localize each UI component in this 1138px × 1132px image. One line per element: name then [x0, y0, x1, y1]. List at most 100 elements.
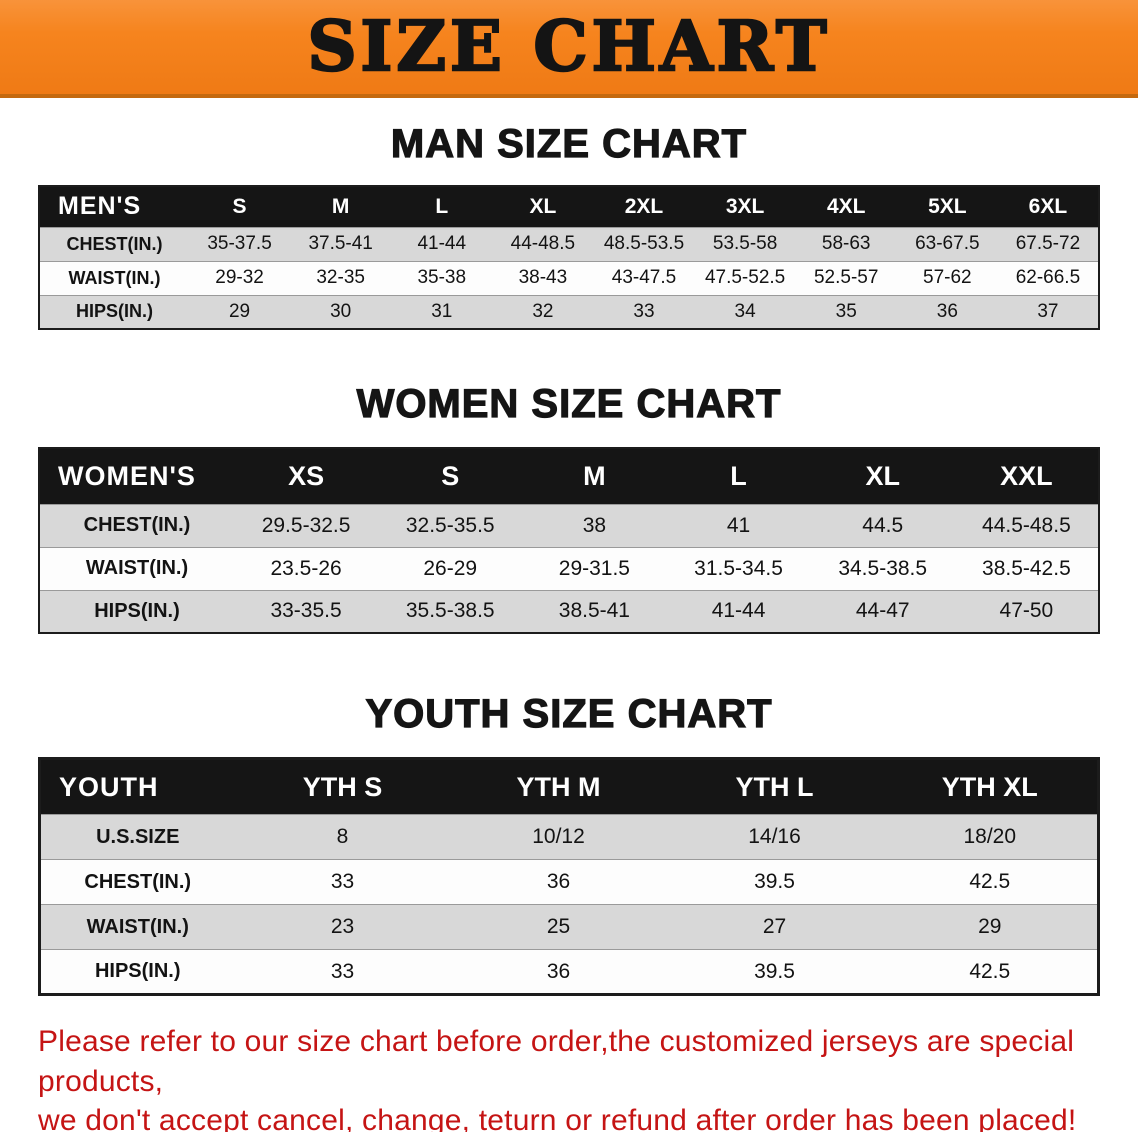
size-column-header: M [290, 186, 392, 227]
measurement-value: 39.5 [666, 859, 883, 905]
youth-table-header-row: YOUTH YTH S YTH M YTH L YTH XL [39, 758, 1099, 815]
measurement-value: 10/12 [450, 814, 667, 860]
measurement-value: 37 [997, 294, 1099, 329]
measurement-row: WAIST(IN.) 29-32 32-35 35-38 38-43 43-47.5 47.… [39, 260, 1099, 295]
measurement-value: 44-48.5 [492, 226, 594, 261]
size-column-header: S [378, 448, 523, 504]
measurement-value: 32 [492, 294, 594, 329]
measurement-value: 41-44 [666, 589, 811, 633]
measurement-label: HIPS(IN.) [39, 589, 234, 633]
measurement-value: 53.5-58 [694, 226, 796, 261]
measurement-value: 35.5-38.5 [378, 589, 523, 633]
youth-size-table: YOUTH YTH S YTH M YTH L YTH XL U.S.SIZE 8 10/1… [38, 757, 1100, 996]
measurement-value: 38.5-42.5 [954, 546, 1099, 590]
measurement-label: WAIST(IN.) [39, 546, 234, 590]
measurement-value: 31 [391, 294, 493, 329]
size-column-header: 2XL [593, 186, 695, 227]
size-column-header: L [391, 186, 493, 227]
measurement-value: 35 [795, 294, 897, 329]
size-column-header: M [522, 448, 667, 504]
measurement-value: 33-35.5 [234, 589, 379, 633]
measurement-value: 67.5-72 [997, 226, 1099, 261]
disclaimer-text: Please refer to our size chart before or… [38, 1022, 1100, 1132]
measurement-row: HIPS(IN.) 33-35.5 35.5-38.5 38.5-41 41-44 44-… [39, 589, 1099, 633]
measurement-value: 26-29 [378, 546, 523, 590]
measurement-value: 36 [896, 294, 998, 329]
measurement-value: 8 [234, 814, 451, 860]
measurement-value: 42.5 [882, 859, 1099, 905]
table-title: MEN'S [39, 186, 189, 227]
measurement-value: 41 [666, 503, 811, 547]
measurement-value: 39.5 [666, 949, 883, 995]
measurement-value: 25 [450, 904, 667, 950]
size-column-header: YTH XL [882, 758, 1099, 815]
measurement-value: 33 [234, 949, 451, 995]
measurement-value: 29 [882, 904, 1099, 950]
table-title: WOMEN'S [39, 448, 234, 504]
measurement-value: 44.5 [810, 503, 955, 547]
women-table-header-row: WOMEN'S XS S M L XL XXL [39, 448, 1099, 504]
measurement-value: 48.5-53.5 [593, 226, 695, 261]
measurement-value: 34 [694, 294, 796, 329]
measurement-value: 58-63 [795, 226, 897, 261]
measurement-value: 62-66.5 [997, 260, 1099, 295]
measurement-label: HIPS(IN.) [39, 294, 189, 329]
measurement-row: HIPS(IN.) 29 30 31 32 33 34 35 36 37 [39, 294, 1099, 329]
size-column-header: YTH M [450, 758, 667, 815]
measurement-value: 42.5 [882, 949, 1099, 995]
measurement-value: 32.5-35.5 [378, 503, 523, 547]
measurement-value: 29.5-32.5 [234, 503, 379, 547]
men-section-heading: MAN SIZE CHART [390, 121, 748, 166]
measurement-row: CHEST(IN.) 35-37.5 37.5-41 41-44 44-48.5 48.5… [39, 226, 1099, 261]
men-size-table: MEN'S S M L XL 2XL 3XL 4XL 5XL 6XL CHEST(IN.) 35-3… [38, 185, 1100, 330]
size-chart-banner: SIZE CHART [0, 0, 1138, 98]
size-column-header: 4XL [795, 186, 897, 227]
measurement-value: 18/20 [882, 814, 1099, 860]
disclaimer-line1: Please refer to our size chart before or… [38, 1025, 1075, 1098]
measurement-value: 33 [234, 859, 451, 905]
table-title: YOUTH [39, 758, 235, 815]
measurement-row: CHEST(IN.) 29.5-32.5 32.5-35.5 38 41 44.5 44.5… [39, 503, 1099, 547]
measurement-row: CHEST(IN.) 33 36 39.5 42.5 [39, 859, 1099, 905]
measurement-value: 30 [290, 294, 392, 329]
measurement-label: CHEST(IN.) [39, 503, 234, 547]
measurement-value: 38 [522, 503, 667, 547]
measurement-label: WAIST(IN.) [39, 260, 189, 295]
measurement-value: 47-50 [954, 589, 1099, 633]
measurement-label: WAIST(IN.) [39, 904, 235, 950]
measurement-value: 23 [234, 904, 451, 950]
measurement-row: WAIST(IN.) 23 25 27 29 [39, 904, 1099, 950]
size-column-header: XS [234, 448, 379, 504]
measurement-value: 44.5-48.5 [954, 503, 1099, 547]
size-column-header: 3XL [694, 186, 796, 227]
women-size-table: WOMEN'S XS S M L XL XXL CHEST(IN.) 29.5-32.5 32.… [38, 447, 1100, 634]
measurement-value: 52.5-57 [795, 260, 897, 295]
measurement-value: 35-38 [391, 260, 493, 295]
size-column-header: YTH S [234, 758, 451, 815]
size-column-header: XL [492, 186, 594, 227]
measurement-label: CHEST(IN.) [39, 226, 189, 261]
measurement-value: 14/16 [666, 814, 883, 860]
measurement-value: 34.5-38.5 [810, 546, 955, 590]
measurement-value: 63-67.5 [896, 226, 998, 261]
measurement-label: HIPS(IN.) [39, 949, 235, 995]
men-table-header-row: MEN'S S M L XL 2XL 3XL 4XL 5XL 6XL [39, 186, 1099, 227]
measurement-value: 27 [666, 904, 883, 950]
measurement-value: 29-32 [189, 260, 291, 295]
measurement-value: 38.5-41 [522, 589, 667, 633]
measurement-value: 23.5-26 [234, 546, 379, 590]
size-column-header: XXL [954, 448, 1099, 504]
size-column-header: S [189, 186, 291, 227]
measurement-row: WAIST(IN.) 23.5-26 26-29 29-31.5 31.5-34.5 34… [39, 546, 1099, 590]
measurement-value: 29 [189, 294, 291, 329]
measurement-value: 44-47 [810, 589, 955, 633]
disclaimer-line2: we don't accept cancel, change, teturn o… [38, 1104, 1077, 1132]
size-column-header: 5XL [896, 186, 998, 227]
size-column-header: XL [810, 448, 955, 504]
measurement-value: 32-35 [290, 260, 392, 295]
youth-section-heading: YOUTH SIZE CHART [365, 691, 773, 736]
measurement-value: 43-47.5 [593, 260, 695, 295]
page-title: SIZE CHART [306, 6, 831, 89]
measurement-row: U.S.SIZE 8 10/12 14/16 18/20 [39, 814, 1099, 860]
measurement-label: CHEST(IN.) [39, 859, 235, 905]
